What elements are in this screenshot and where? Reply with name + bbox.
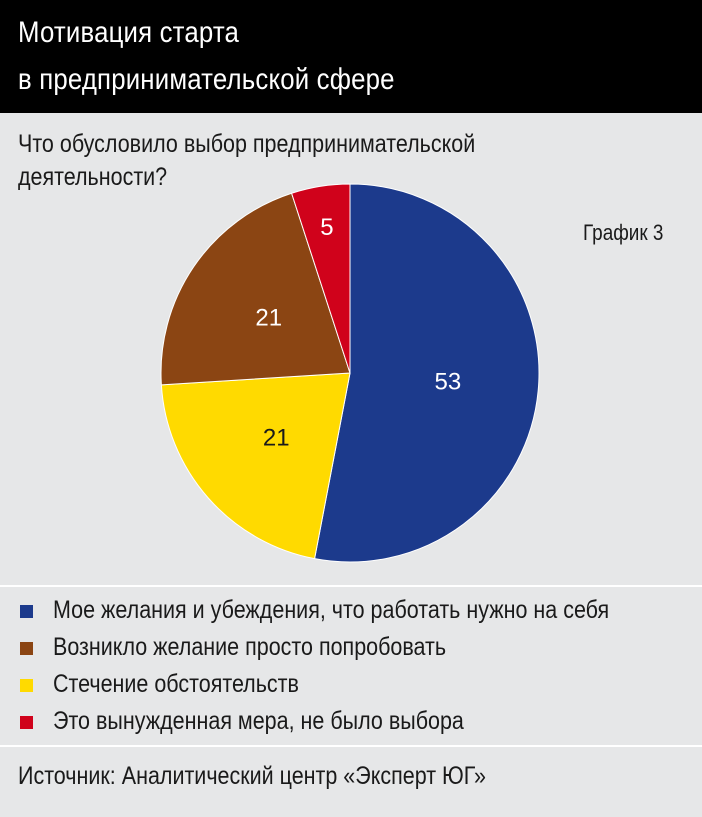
title-line-2: в предпринимательской сфере	[18, 63, 395, 96]
pie-data-label-3: 5	[320, 214, 333, 241]
pie-chart: 53 21 21 5	[160, 183, 540, 563]
pie-slice-1	[160, 372, 351, 560]
legend-label: Мое желания и убеждения, что работать ну…	[53, 596, 610, 624]
pie-data-label-1: 21	[263, 424, 290, 451]
pie-data-label-2: 21	[255, 304, 282, 331]
legend-item: Стечение обстоятельств	[0, 667, 702, 704]
question-line-2: деятельности?	[18, 163, 168, 191]
divider-bottom	[0, 745, 702, 747]
source-text: Источник: Аналитический центр «Эксперт Ю…	[18, 762, 486, 790]
question-text: Что обусловило выбор предпринимательской…	[18, 128, 475, 194]
legend-swatch	[20, 716, 33, 729]
pie-data-label-0: 53	[434, 369, 461, 396]
graph-number-label: График 3	[583, 220, 664, 245]
divider-top	[0, 585, 702, 587]
legend-item: Это вынужденная мера, не было выбора	[0, 704, 702, 741]
legend-item: Мое желания и убеждения, что работать ну…	[0, 593, 702, 630]
legend: Мое желания и убеждения, что работать ну…	[0, 593, 702, 741]
legend-swatch	[20, 605, 33, 618]
question-line-1: Что обусловило выбор предпринимательской	[18, 130, 476, 158]
pie-slice-3	[290, 183, 351, 374]
header-bar: Мотивация старта в предпринимательской с…	[0, 0, 702, 113]
legend-swatch	[20, 642, 33, 655]
pie-slice-2	[160, 192, 351, 386]
legend-swatch	[20, 679, 33, 692]
legend-label: Стечение обстоятельств	[53, 670, 299, 698]
legend-label: Возникло желание просто попробовать	[53, 633, 447, 661]
title-line-1: Мотивация старта	[18, 16, 240, 49]
pie-slice-0	[314, 183, 540, 563]
legend-label: Это вынужденная мера, не было выбора	[53, 707, 464, 735]
legend-item: Возникло желание просто попробовать	[0, 630, 702, 667]
